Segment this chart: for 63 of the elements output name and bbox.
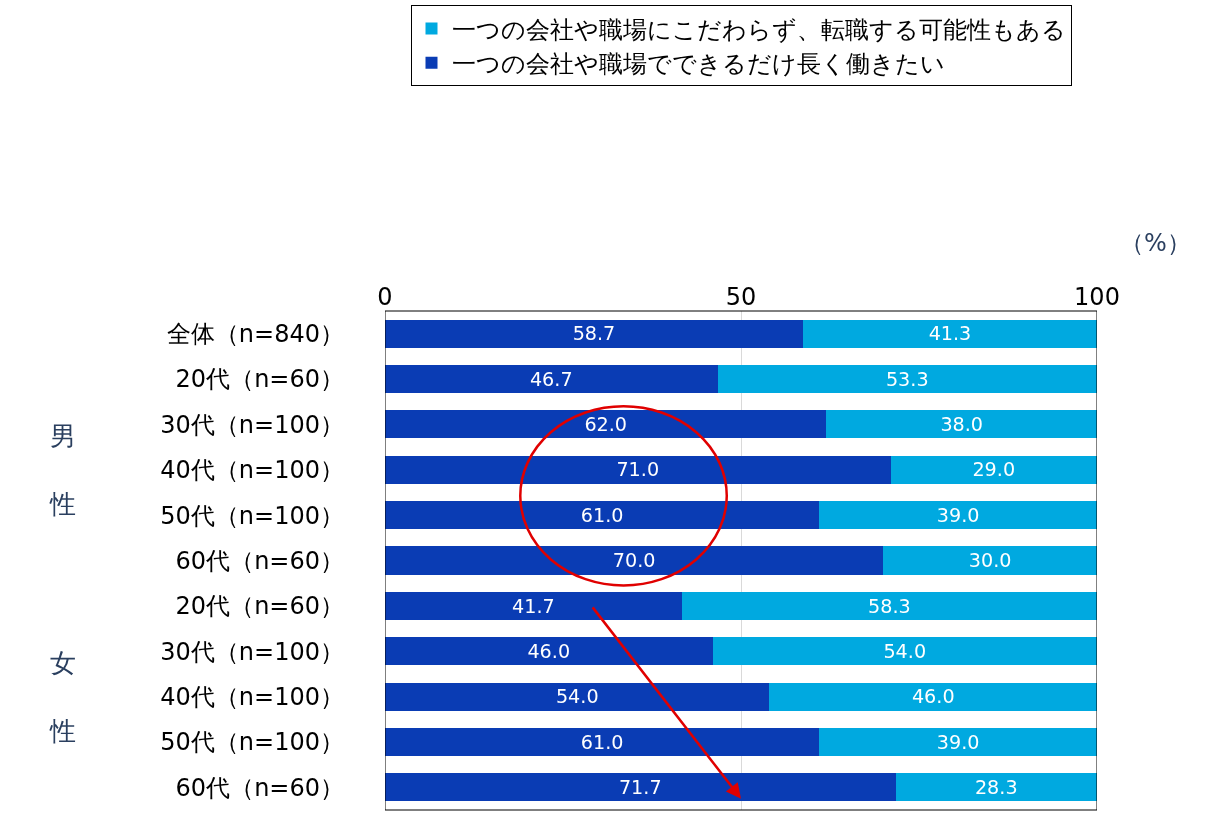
- y-tick-label: 20代（n=60）: [175, 592, 344, 621]
- bar: [385, 682, 770, 711]
- y-tick-label: 40代（n=100）: [160, 682, 344, 711]
- bar: [385, 364, 718, 394]
- bar: [385, 727, 820, 757]
- y-tick-label: 20代（n=60）: [175, 365, 344, 394]
- bar: [883, 546, 1097, 575]
- y-tick-label: 50代（n=100）: [160, 501, 344, 530]
- x-tick-label: 50: [725, 283, 757, 312]
- y-tick-label: 30代（n=100）: [160, 410, 344, 439]
- bar: [819, 501, 1097, 530]
- bar: [385, 455, 891, 484]
- text: 女性: [50, 648, 76, 746]
- data-label: 46.7: [529, 367, 573, 391]
- y-tick-label: 60代（n=60）: [175, 773, 344, 802]
- bar: [802, 319, 1097, 348]
- bar: [385, 637, 713, 666]
- data-label: 70.0: [612, 549, 656, 573]
- data-label: 53.3: [885, 367, 929, 391]
- data-label: 41.3: [928, 322, 972, 346]
- data-label: 58.3: [868, 594, 911, 618]
- data-label: 41.7: [512, 594, 555, 618]
- bar: [385, 319, 803, 348]
- data-label: 39.0: [936, 730, 980, 754]
- y-tick-label: 60代（n=60）: [175, 546, 344, 575]
- bar: [712, 637, 1097, 666]
- bar: [826, 410, 1097, 439]
- bar: [385, 546, 884, 575]
- text: 男性: [50, 421, 76, 519]
- bar: [385, 501, 820, 530]
- data-label: 39.0: [936, 503, 980, 527]
- bar: [769, 682, 1097, 711]
- bar: [385, 591, 682, 620]
- data-label: 38.0: [940, 413, 984, 437]
- x-tick-label: 0: [377, 283, 393, 312]
- legend-label: 一つの会社や職場にこだわらず、転職する可能性もある: [451, 15, 1066, 44]
- legend-label: 一つの会社や職場でできるだけ長く働きたい: [451, 50, 945, 79]
- bar: [819, 727, 1097, 757]
- y-tick-label: 40代（n=100）: [160, 456, 344, 485]
- data-label: 46.0: [527, 639, 571, 663]
- data-label: 58.7: [572, 322, 616, 346]
- bar: [890, 455, 1097, 484]
- bar: [681, 591, 1097, 620]
- bar: [385, 773, 896, 802]
- data-label: 54.0: [883, 639, 927, 663]
- data-label: 30.0: [968, 549, 1012, 573]
- data-label: 29.0: [972, 458, 1016, 482]
- bar: [895, 773, 1097, 802]
- data-label: 28.3: [974, 775, 1018, 799]
- x-tick-label: 100: [1074, 283, 1120, 312]
- data-label: 54.0: [555, 685, 599, 709]
- data-label: 71.0: [616, 458, 660, 482]
- data-label: 61.0: [580, 503, 624, 527]
- data-label: 61.0: [580, 730, 624, 754]
- bar: [717, 364, 1097, 394]
- data-label: 71.7: [618, 775, 662, 799]
- x-axis-title: （%）: [1120, 229, 1191, 257]
- y-tick-label: 30代（n=100）: [160, 637, 344, 666]
- data-label: 46.0: [911, 685, 955, 709]
- y-tick-label: 50代（n=100）: [160, 728, 344, 757]
- y-tick-label: 全体（n=840）: [166, 320, 344, 349]
- bar: [385, 410, 827, 439]
- data-label: 62.0: [584, 413, 628, 437]
